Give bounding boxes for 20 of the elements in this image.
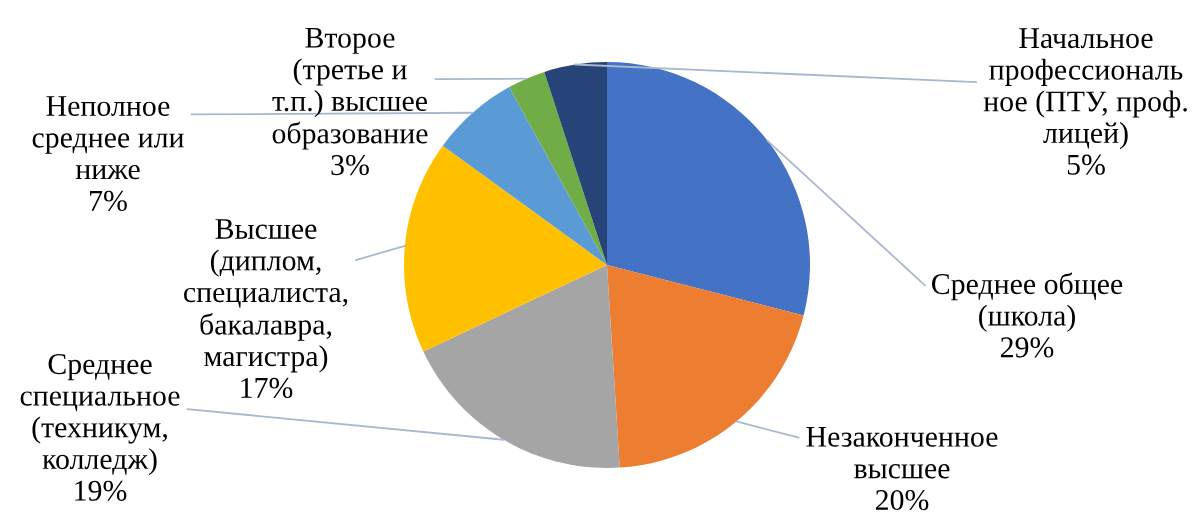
slice-label: Среднее общее (школа)	[931, 272, 1123, 332]
data-label: 7%	[90, 190, 127, 212]
data-label: 5%	[1067, 154, 1105, 175]
slice-label: Среднее специальное (техникум, колледж)	[20, 354, 180, 476]
data-label: 17%	[241, 377, 293, 399]
pie-slice	[607, 265, 804, 468]
slice-label: Начальное профессиональ ное (ПТУ, проф. лицей)	[983, 28, 1187, 150]
pie-slice	[607, 62, 810, 316]
pie-slice	[442, 87, 607, 265]
slice-label: Второе (третье и т.п.) высшее образование	[272, 27, 428, 150]
slice-label: Высшее (диплом, специалиста, бакалавра, магистра)	[184, 219, 348, 373]
slice-label: Незаконченное высшее	[806, 426, 998, 479]
pie-slice	[423, 265, 620, 468]
data-label: 3%	[331, 155, 369, 176]
data-label: 29%	[1000, 337, 1054, 358]
slice-label: Неполное среднее или ниже	[32, 96, 184, 180]
pie-slice	[509, 71, 607, 265]
data-label: 20%	[875, 489, 929, 511]
pie-slice	[544, 62, 607, 265]
data-label: 19%	[75, 480, 127, 501]
